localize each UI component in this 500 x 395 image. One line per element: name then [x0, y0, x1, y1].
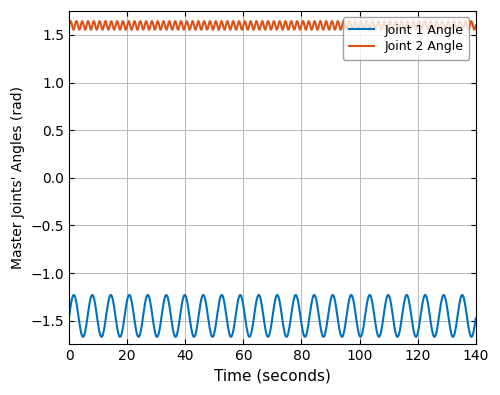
Joint 2 Angle [368, 25, 374, 30]
Joint 2 Angle [390, 26, 396, 31]
Joint 1 Angle [214, 319, 220, 324]
Joint 1 Angle [302, 335, 308, 339]
Y-axis label: Master Joints' Angles (rad): Master Joints' Angles (rad) [11, 86, 25, 269]
Joint 2 Angle [324, 23, 330, 27]
Joint 2 Angle [355, 27, 361, 32]
Joint 2 Angle [472, 23, 478, 28]
Joint 1 Angle [472, 316, 478, 321]
Joint 1 Angle [390, 310, 396, 315]
Joint 1 Angle [368, 293, 374, 298]
Joint 1 Angle [71, 293, 77, 297]
Joint 2 Angle [214, 20, 220, 24]
Joint 2 Angle [66, 23, 72, 28]
Joint 2 Angle [86, 24, 92, 28]
Joint 2 Angle [184, 19, 190, 23]
Line: Joint 2 Angle: Joint 2 Angle [69, 21, 476, 30]
Joint 1 Angle [324, 318, 330, 322]
Legend: Joint 1 Angle, Joint 2 Angle: Joint 1 Angle, Joint 2 Angle [343, 17, 469, 60]
X-axis label: Time (seconds): Time (seconds) [214, 369, 331, 384]
Joint 2 Angle [307, 21, 313, 26]
Line: Joint 1 Angle: Joint 1 Angle [69, 295, 476, 337]
Joint 1 Angle [66, 314, 72, 318]
Joint 1 Angle [307, 312, 313, 317]
Joint 1 Angle [86, 301, 92, 305]
